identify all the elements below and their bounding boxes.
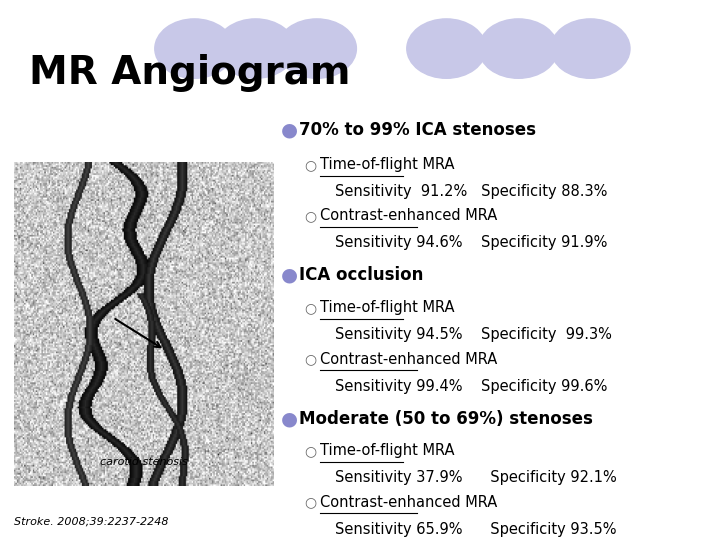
Text: ○: ○ — [304, 209, 316, 223]
Text: Sensitivity 65.9%      Specificity 93.5%: Sensitivity 65.9% Specificity 93.5% — [335, 522, 616, 537]
Text: ○: ○ — [304, 158, 316, 172]
Circle shape — [407, 19, 486, 78]
Text: Sensitivity 99.4%    Specificity 99.6%: Sensitivity 99.4% Specificity 99.6% — [335, 379, 607, 394]
Text: Stroke. 2008;39:2237-2248: Stroke. 2008;39:2237-2248 — [14, 516, 169, 526]
Text: Time-of-flight MRA: Time-of-flight MRA — [320, 300, 455, 315]
Text: ○: ○ — [304, 352, 316, 366]
Text: Contrast-enhanced MRA: Contrast-enhanced MRA — [320, 495, 498, 510]
Circle shape — [479, 19, 558, 78]
Text: 70% to 99% ICA stenoses: 70% to 99% ICA stenoses — [299, 120, 536, 139]
Text: Sensitivity  91.2%   Specificity 88.3%: Sensitivity 91.2% Specificity 88.3% — [335, 184, 607, 199]
Text: ●: ● — [281, 409, 298, 428]
Text: Sensitivity 37.9%      Specificity 92.1%: Sensitivity 37.9% Specificity 92.1% — [335, 470, 616, 485]
Text: ○: ○ — [304, 301, 316, 315]
Circle shape — [277, 19, 356, 78]
Text: ICA occlusion: ICA occlusion — [299, 266, 423, 285]
Text: Contrast-enhanced MRA: Contrast-enhanced MRA — [320, 352, 498, 367]
Text: Moderate (50 to 69%) stenoses: Moderate (50 to 69%) stenoses — [299, 409, 593, 428]
Text: carotid stenosis: carotid stenosis — [100, 456, 188, 467]
Circle shape — [551, 19, 630, 78]
Text: Sensitivity 94.6%    Specificity 91.9%: Sensitivity 94.6% Specificity 91.9% — [335, 235, 607, 251]
Text: ●: ● — [281, 266, 298, 285]
Circle shape — [216, 19, 295, 78]
Text: Sensitivity 94.5%    Specificity  99.3%: Sensitivity 94.5% Specificity 99.3% — [335, 327, 612, 342]
Text: ○: ○ — [304, 495, 316, 509]
Text: ○: ○ — [304, 444, 316, 458]
Text: ●: ● — [281, 120, 298, 139]
Text: Time-of-flight MRA: Time-of-flight MRA — [320, 157, 455, 172]
Text: Contrast-enhanced MRA: Contrast-enhanced MRA — [320, 208, 498, 224]
Text: MR Angiogram: MR Angiogram — [29, 54, 351, 92]
Circle shape — [155, 19, 234, 78]
Text: Time-of-flight MRA: Time-of-flight MRA — [320, 443, 455, 458]
